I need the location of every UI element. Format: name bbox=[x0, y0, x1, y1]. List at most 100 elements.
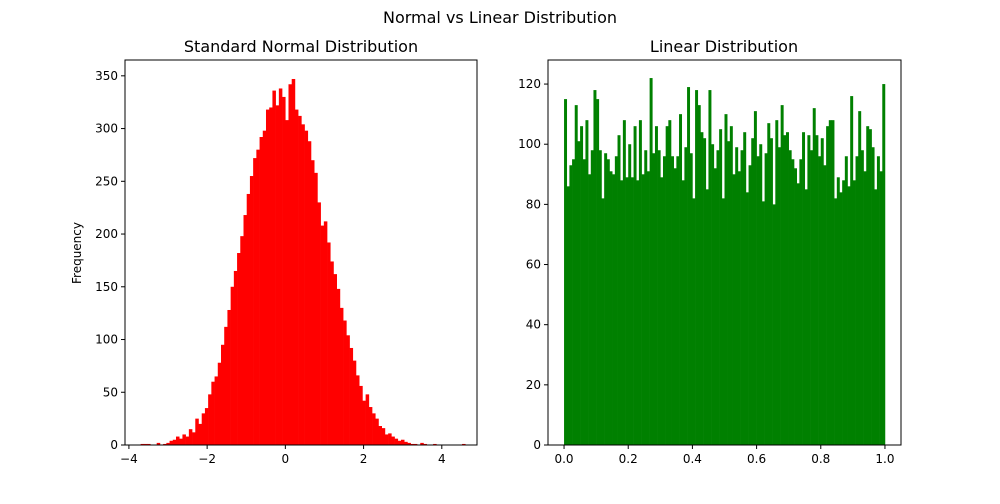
linear-histogram-bar bbox=[614, 156, 618, 445]
normal-histogram-bar bbox=[323, 221, 328, 445]
linear-histogram-bar bbox=[703, 138, 707, 445]
normal-x-tick-label: 2 bbox=[360, 452, 368, 466]
linear-histogram-bar bbox=[628, 144, 632, 445]
normal-histogram-bar bbox=[182, 434, 186, 445]
normal-histogram-bar bbox=[233, 270, 238, 445]
normal-histogram-bar bbox=[304, 130, 309, 446]
linear-histogram-bar bbox=[620, 180, 624, 445]
normal-histogram-bar bbox=[320, 225, 325, 445]
normal-histogram-bar bbox=[240, 236, 244, 445]
normal-histogram-bar bbox=[285, 120, 289, 446]
normal-histogram-bar bbox=[359, 385, 363, 445]
normal-histogram-bar bbox=[394, 438, 399, 445]
normal-histogram-bar bbox=[462, 443, 466, 445]
normal-histogram-bar bbox=[140, 443, 145, 445]
linear-histogram-bar bbox=[839, 192, 843, 445]
normal-histogram-bar bbox=[365, 394, 370, 445]
linear-histogram-bar bbox=[644, 150, 648, 446]
linear-histogram-bar bbox=[807, 135, 811, 445]
normal-histogram-bar bbox=[404, 441, 408, 445]
normal-histogram-bar bbox=[269, 107, 273, 445]
linear-histogram-bar bbox=[863, 171, 867, 446]
normal-histogram-bar bbox=[147, 443, 151, 445]
linear-histogram-bar bbox=[582, 159, 586, 445]
linear-x-tick-label: 0.6 bbox=[747, 452, 766, 466]
linear-histogram-bar bbox=[657, 150, 661, 446]
linear-histogram-bar bbox=[868, 129, 872, 445]
linear-histogram-bar bbox=[580, 126, 584, 446]
linear-histogram-bar bbox=[844, 156, 848, 445]
normal-histogram-bar bbox=[198, 423, 203, 445]
normal-histogram-bar bbox=[188, 429, 193, 445]
normal-chart-title: Standard Normal Distribution bbox=[184, 37, 418, 56]
linear-y-tick-label: 0 bbox=[533, 438, 541, 452]
linear-histogram-bar bbox=[812, 108, 816, 446]
figure-title: Normal vs Linear Distribution bbox=[383, 8, 617, 27]
normal-y-tick-label: 250 bbox=[95, 174, 118, 188]
normal-histogram-bar bbox=[410, 443, 415, 445]
linear-histogram-bar bbox=[732, 174, 736, 446]
linear-histogram-bar bbox=[748, 165, 752, 445]
linear-histogram-bar bbox=[745, 192, 749, 445]
linear-y-tick-label: 40 bbox=[526, 318, 541, 332]
normal-x-tick-label: −2 bbox=[198, 452, 216, 466]
linear-histogram-bar bbox=[585, 120, 589, 445]
normal-y-tick-label: 300 bbox=[95, 122, 118, 136]
normal-histogram-bar bbox=[433, 443, 437, 445]
linear-histogram-bar bbox=[604, 153, 608, 446]
normal-histogram-bar bbox=[262, 130, 267, 446]
linear-histogram-bar bbox=[671, 156, 674, 445]
linear-histogram-bar bbox=[601, 198, 605, 445]
normal-x-ticks: −4 −2 0 2 4 bbox=[120, 445, 446, 466]
linear-histogram-bar bbox=[721, 198, 725, 445]
linear-histogram-bar bbox=[836, 177, 840, 446]
normal-y-ticks: 0 50 100 150 200 250 300 350 bbox=[95, 69, 125, 452]
normal-histogram-bar bbox=[368, 407, 373, 445]
linear-histogram-bar bbox=[777, 147, 781, 446]
linear-histogram-bar bbox=[716, 150, 720, 446]
linear-histogram-bar bbox=[786, 132, 789, 445]
normal-x-tick-label: 0 bbox=[282, 452, 290, 466]
linear-histogram-bar bbox=[804, 189, 808, 445]
linear-histogram-bar bbox=[684, 147, 688, 446]
linear-histogram-bar bbox=[612, 174, 616, 446]
normal-histogram-bar bbox=[355, 375, 360, 445]
linear-histogram-bar bbox=[713, 168, 717, 445]
normal-x-tick-label: 4 bbox=[438, 452, 446, 466]
linear-histogram-bar bbox=[791, 159, 795, 445]
normal-histogram-bar bbox=[246, 193, 251, 445]
linear-histogram-bar bbox=[572, 159, 576, 445]
linear-histogram-bar bbox=[668, 120, 672, 445]
linear-histogram-bar bbox=[662, 156, 666, 445]
linear-histogram-bar bbox=[788, 150, 792, 446]
linear-histogram-bar bbox=[769, 138, 773, 445]
linear-histogram-bar bbox=[708, 90, 712, 445]
linear-histogram-bar bbox=[783, 135, 787, 445]
normal-histogram-bar bbox=[343, 320, 347, 445]
normal-histogram-bar bbox=[310, 160, 315, 445]
normal-y-tick-label: 0 bbox=[110, 438, 118, 452]
linear-histogram-bar bbox=[566, 186, 570, 445]
linear-histogram-bar bbox=[876, 156, 880, 445]
linear-histogram-bar bbox=[649, 78, 653, 446]
normal-histogram-bar bbox=[327, 242, 331, 445]
normal-histogram-bar bbox=[288, 84, 292, 445]
linear-histogram-bar bbox=[772, 204, 776, 446]
normal-histogram-bar bbox=[317, 202, 321, 445]
normal-histogram-bar bbox=[179, 438, 183, 445]
normal-histogram-bar bbox=[400, 439, 405, 445]
linear-histogram-bar bbox=[820, 138, 824, 445]
linear-x-tick-label: 0.0 bbox=[554, 452, 573, 466]
linear-x-tick-label: 0.4 bbox=[683, 452, 702, 466]
linear-distribution-axes: Linear Distribution 0.0 0.2 0.4 0.6 0.8 1.0 0… bbox=[518, 37, 902, 466]
linear-histogram-bar bbox=[810, 150, 814, 446]
linear-histogram-bar bbox=[695, 90, 699, 445]
linear-histogram-bar bbox=[860, 150, 864, 446]
normal-histogram-bar bbox=[423, 443, 427, 445]
linear-histogram-bar bbox=[630, 177, 634, 446]
linear-histogram-bar bbox=[606, 159, 610, 445]
normal-histogram-bar bbox=[391, 436, 395, 445]
linear-x-tick-label: 1.0 bbox=[875, 452, 894, 466]
linear-histogram-bar bbox=[799, 159, 803, 445]
linear-histogram-bar bbox=[660, 177, 664, 446]
